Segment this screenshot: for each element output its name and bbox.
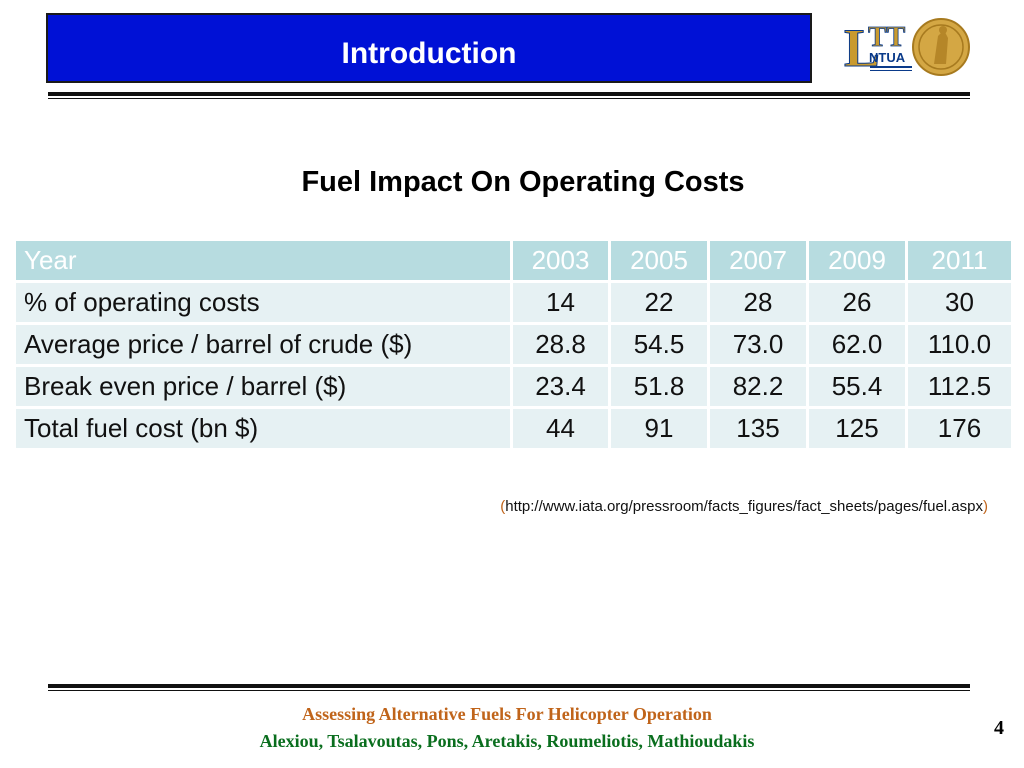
table-cell: 14 (510, 280, 611, 325)
source-link[interactable]: http://www.iata.org/pressroom/facts_figu… (505, 498, 983, 515)
svg-text:L: L (844, 18, 880, 78)
title-banner: Introduction (46, 13, 812, 83)
table-row: Average price / barrel of crude ($) 28.8… (13, 322, 1014, 367)
header-cell: 2011 (905, 238, 1014, 283)
table-header-row: Year 2003 2005 2007 2009 2011 (13, 238, 1014, 283)
source-citation: (http://www.iata.org/pressroom/facts_fig… (500, 498, 988, 515)
table-cell: 28 (707, 280, 809, 325)
table-cell: 30 (905, 280, 1014, 325)
table-cell: 28.8 (510, 322, 611, 367)
table-cell: 176 (905, 406, 1014, 451)
table-cell: 26 (806, 280, 908, 325)
header-cell: Year (13, 238, 513, 283)
bottom-divider (48, 684, 970, 691)
footer-presentation-title: Assessing Alternative Fuels For Helicopt… (302, 704, 712, 724)
row-label: % of operating costs (13, 280, 513, 325)
table-cell: 55.4 (806, 364, 908, 409)
header-cell: 2005 (608, 238, 710, 283)
header-cell: 2003 (510, 238, 611, 283)
table-cell: 44 (510, 406, 611, 451)
ltt-ntua-logo: L TT NTUA (842, 14, 970, 80)
table-cell: 73.0 (707, 322, 809, 367)
svg-text:NTUA: NTUA (869, 50, 906, 65)
row-label: Break even price / barrel ($) (13, 364, 513, 409)
table-cell: 125 (806, 406, 908, 451)
table-cell: 110.0 (905, 322, 1014, 367)
row-label: Average price / barrel of crude ($) (13, 322, 513, 367)
table-row: Break even price / barrel ($) 23.4 51.8 … (13, 364, 1014, 409)
header-cell: 2009 (806, 238, 908, 283)
table-row: Total fuel cost (bn $) 44 91 135 125 176 (13, 406, 1014, 451)
table-cell: 135 (707, 406, 809, 451)
page-number: 4 (994, 717, 1004, 739)
table-cell: 62.0 (806, 322, 908, 367)
table-cell: 51.8 (608, 364, 710, 409)
table-heading: Fuel Impact On Operating Costs (301, 166, 745, 198)
table-row: % of operating costs 14 22 28 26 30 (13, 280, 1014, 325)
table-cell: 23.4 (510, 364, 611, 409)
header-cell: 2007 (707, 238, 809, 283)
source-close-paren: ) (983, 498, 988, 515)
source-open-paren: ( (500, 498, 506, 515)
table-cell: 91 (608, 406, 710, 451)
table-cell: 22 (608, 280, 710, 325)
slide-title: Introduction (341, 37, 517, 70)
fuel-cost-table: Year 2003 2005 2007 2009 2011 % of opera… (13, 238, 1014, 451)
top-divider (48, 92, 970, 99)
table-cell: 54.5 (608, 322, 710, 367)
table-cell: 82.2 (707, 364, 809, 409)
table-cell: 112.5 (905, 364, 1014, 409)
row-label: Total fuel cost (bn $) (13, 406, 513, 451)
footer-authors: Alexiou, Tsalavoutas, Pons, Aretakis, Ro… (259, 731, 755, 751)
svg-text:TT: TT (868, 22, 906, 53)
